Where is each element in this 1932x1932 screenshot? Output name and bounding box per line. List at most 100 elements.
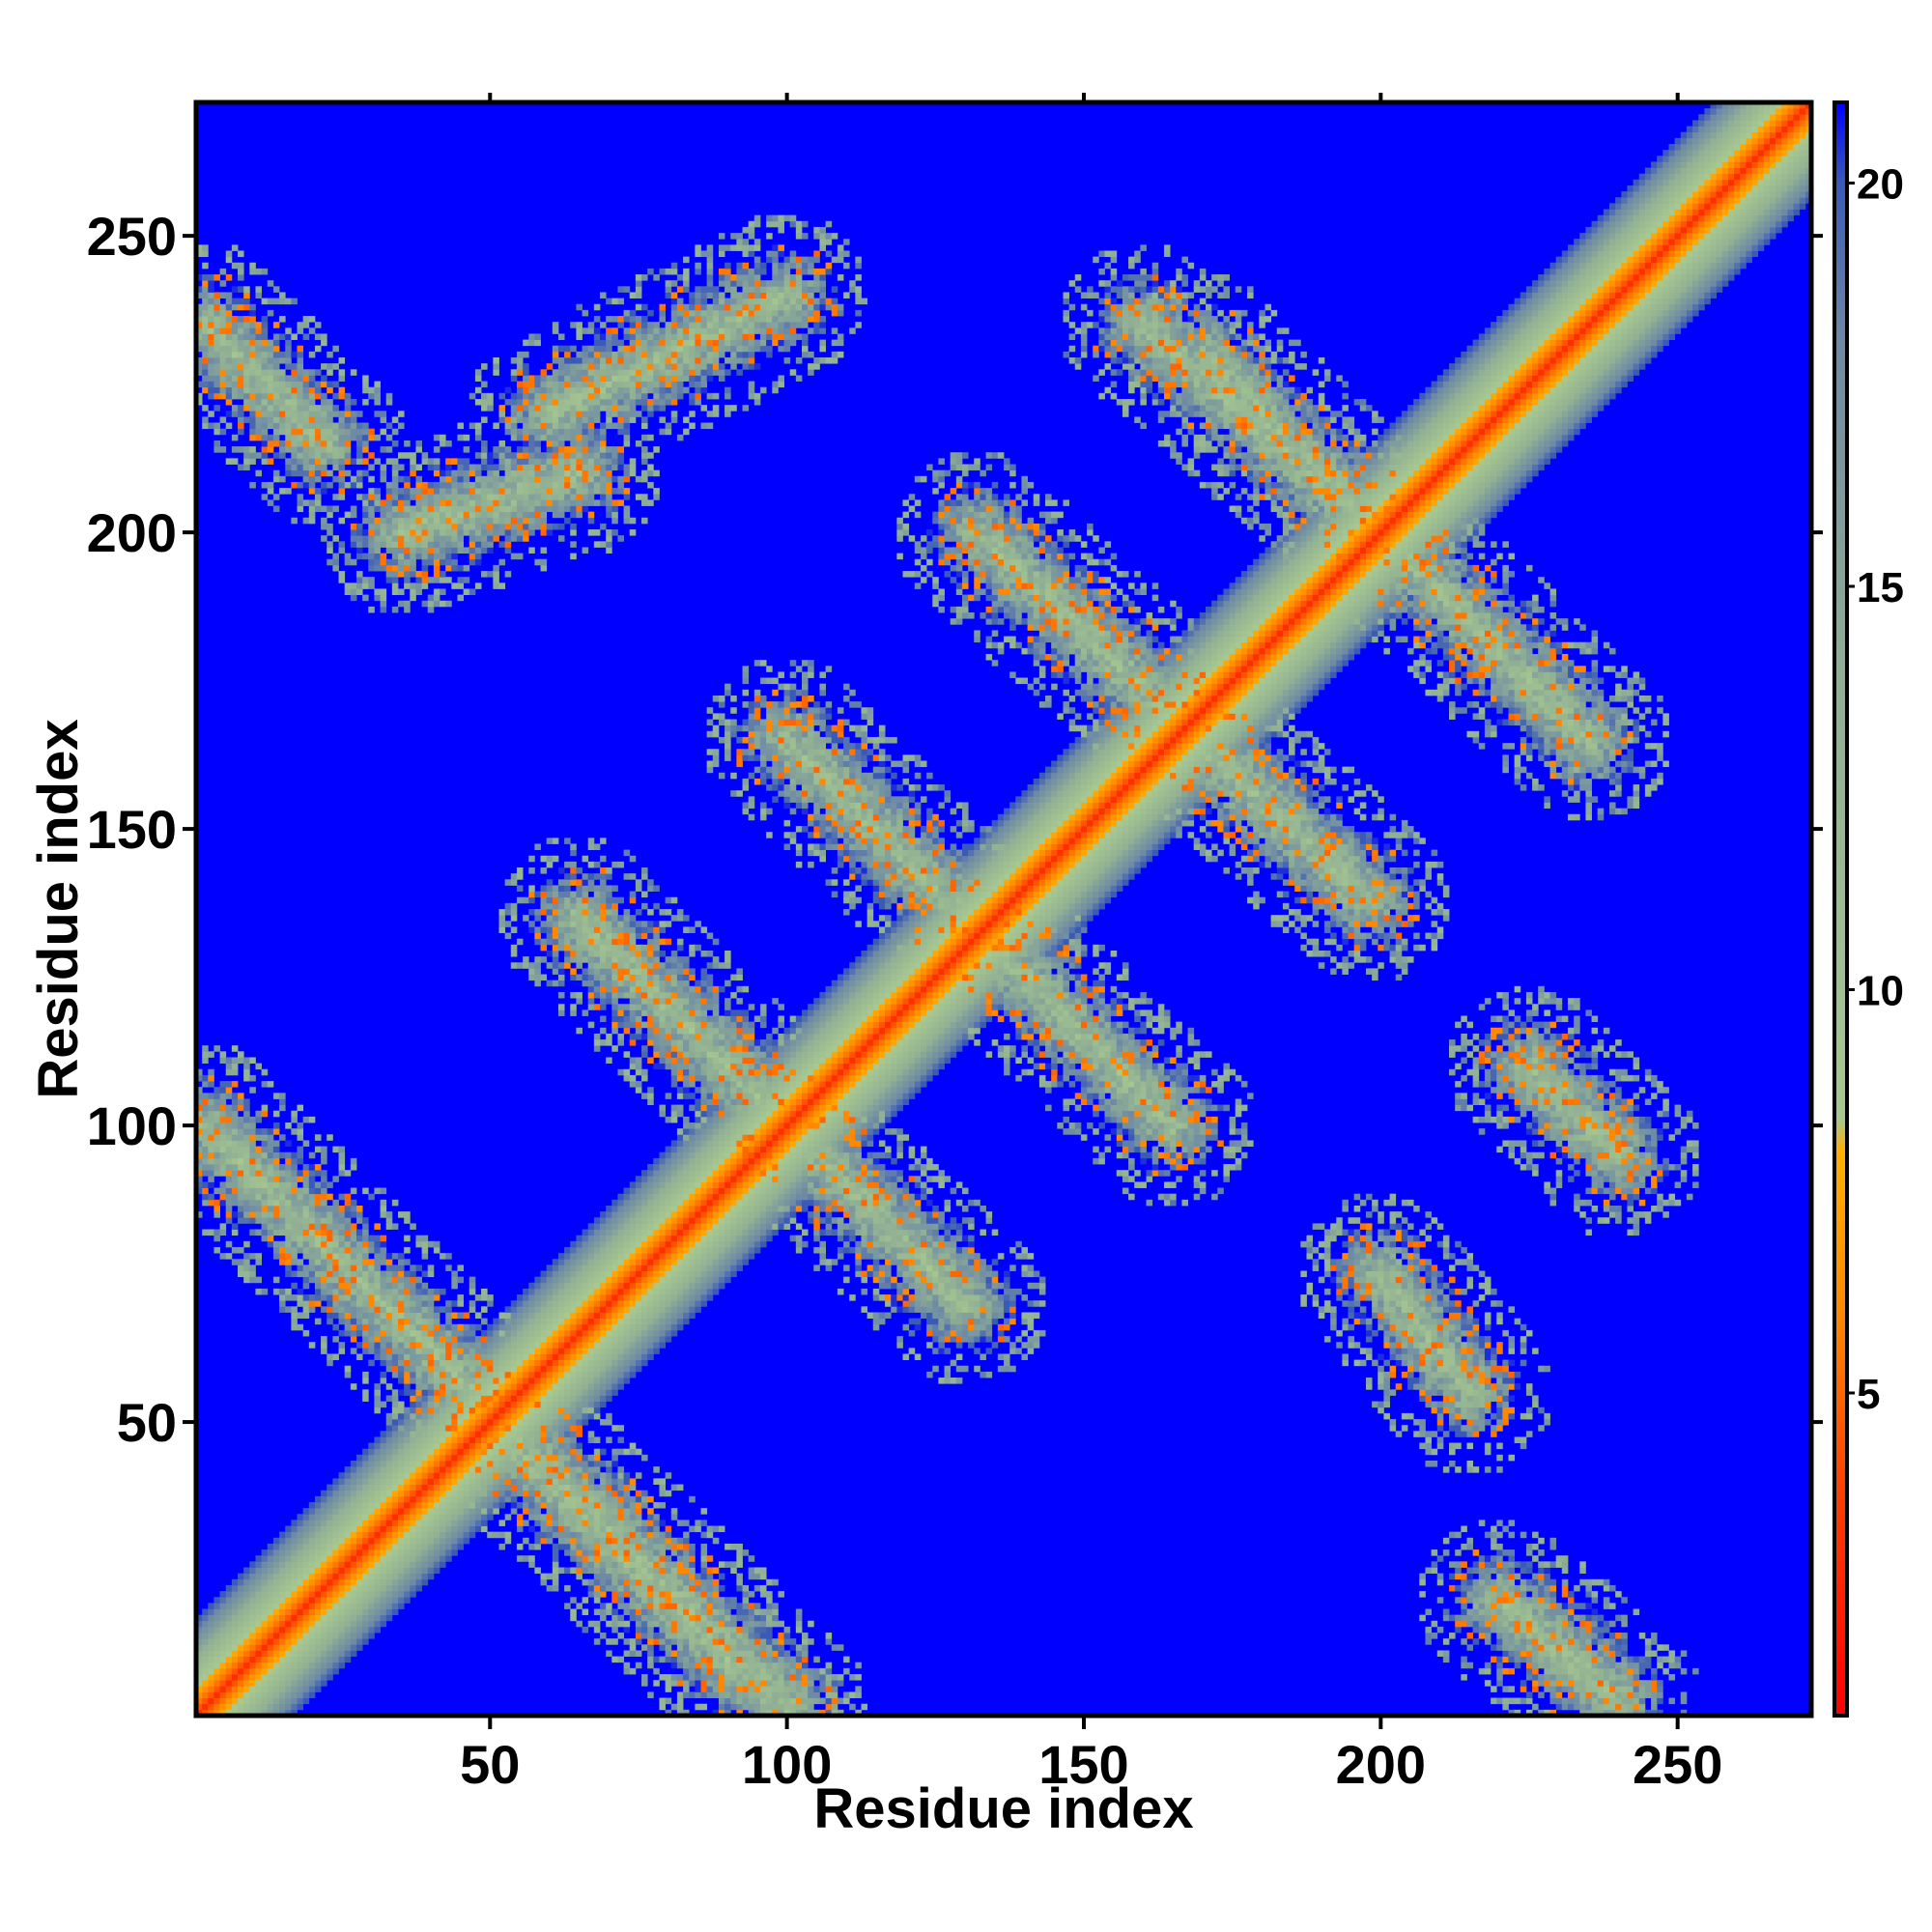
heatmap-cell <box>564 1372 571 1378</box>
heatmap-cell <box>309 1574 316 1580</box>
heatmap-cell <box>736 1615 749 1622</box>
heatmap-cell <box>1485 1324 1492 1331</box>
heatmap-cell <box>1585 1585 1592 1592</box>
heatmap-cell <box>1485 1378 1492 1384</box>
heatmap-cell <box>1568 1638 1575 1645</box>
heatmap-cell <box>262 1615 269 1622</box>
heatmap-cell <box>802 1657 809 1663</box>
heatmap-cell <box>410 1360 422 1367</box>
heatmap-cell <box>701 1638 708 1645</box>
heatmap-cell <box>558 1395 565 1402</box>
heatmap-cell <box>1496 1674 1503 1681</box>
heatmap-cell <box>273 1538 280 1545</box>
heatmap-cell <box>547 1366 554 1373</box>
heatmap-cell <box>600 1348 607 1354</box>
heatmap-cell <box>796 1627 803 1634</box>
heatmap-cell <box>298 1294 304 1301</box>
heatmap-cell <box>926 1300 933 1307</box>
heatmap-cell <box>374 1461 381 1467</box>
heatmap-cell <box>440 1520 446 1526</box>
heatmap-cell <box>730 1544 743 1550</box>
heatmap-cell <box>440 1425 446 1432</box>
heatmap-cell <box>1609 1633 1616 1639</box>
heatmap-cell <box>321 1674 327 1681</box>
heatmap-cell <box>392 1597 399 1604</box>
heatmap-cell <box>636 1449 642 1456</box>
heatmap-cell <box>647 1644 654 1651</box>
heatmap-cell <box>926 1342 933 1349</box>
heatmap-cell <box>760 1704 767 1711</box>
heatmap-cell <box>1449 1378 1456 1384</box>
heatmap-cell <box>255 1698 262 1705</box>
heatmap-cell <box>547 1455 559 1462</box>
heatmap-cell <box>487 1324 494 1331</box>
heatmap-cell <box>1432 1383 1438 1390</box>
heatmap-cell <box>469 1395 476 1402</box>
heatmap-cell <box>582 1360 589 1367</box>
heatmap-cell <box>1502 1395 1509 1402</box>
heatmap-cell <box>641 1627 648 1634</box>
heatmap-cell <box>992 1300 999 1307</box>
heatmap-cell <box>784 1704 791 1711</box>
heatmap-cell <box>368 1324 375 1331</box>
heatmap-cell <box>921 1294 927 1301</box>
heatmap-cell <box>564 1319 571 1325</box>
heatmap-cell <box>374 1443 381 1450</box>
heatmap-cell <box>1372 1306 1378 1313</box>
heatmap-cell <box>332 1644 339 1651</box>
heatmap-cell <box>1413 1342 1420 1349</box>
heatmap-cell <box>469 1455 476 1462</box>
heatmap-cell <box>624 1526 631 1533</box>
heatmap-cell <box>636 1508 642 1515</box>
heatmap-cell <box>1526 1568 1533 1575</box>
heatmap-cell <box>374 1472 381 1479</box>
heatmap-cell <box>434 1378 440 1384</box>
heatmap-cell <box>220 1621 227 1628</box>
heatmap-cell <box>790 1698 797 1705</box>
heatmap-cell <box>220 1650 227 1657</box>
heatmap-cell <box>749 1686 755 1692</box>
heatmap-cell <box>1461 1561 1467 1568</box>
heatmap-cell <box>1437 1360 1444 1367</box>
heatmap-cell <box>1574 1657 1580 1663</box>
heatmap-cell <box>493 1431 499 1437</box>
heatmap-cell <box>1604 1704 1616 1711</box>
heatmap-cell <box>701 1627 708 1634</box>
heatmap-cell <box>1425 1389 1432 1396</box>
heatmap-cell <box>243 1698 250 1705</box>
heatmap-cell <box>553 1449 559 1456</box>
heatmap-cell <box>339 1313 346 1320</box>
heatmap-cell <box>1432 1306 1438 1313</box>
heatmap-cell <box>351 1549 357 1556</box>
heatmap-cell <box>1609 1657 1616 1663</box>
heatmap-cell <box>445 1555 452 1562</box>
heatmap-cell <box>1491 1591 1497 1598</box>
heatmap-cell <box>238 1674 244 1681</box>
heatmap-cell <box>1544 1591 1550 1598</box>
heatmap-cell <box>386 1472 393 1479</box>
heatmap-cell <box>707 1680 714 1687</box>
heatmap-cell <box>1437 1407 1444 1414</box>
heatmap-cell <box>1526 1657 1533 1663</box>
heatmap-cell <box>434 1395 440 1402</box>
heatmap-cell <box>213 1691 220 1698</box>
heatmap-cell <box>570 1514 577 1520</box>
heatmap-cell <box>1532 1668 1539 1675</box>
heatmap-cell <box>730 1561 737 1568</box>
heatmap-cell <box>1556 1633 1563 1639</box>
heatmap-cell <box>1509 1336 1516 1343</box>
heatmap-cell <box>398 1485 405 1492</box>
heatmap-cell <box>576 1353 582 1360</box>
heatmap-cell <box>493 1336 499 1343</box>
heatmap-cell <box>541 1538 548 1545</box>
heatmap-cell <box>232 1597 239 1604</box>
heatmap-cell <box>374 1603 381 1609</box>
heatmap-cell <box>332 1544 339 1550</box>
heatmap-cell <box>499 1502 506 1509</box>
heatmap-cell <box>1592 1633 1599 1639</box>
heatmap-cell <box>1413 1353 1420 1360</box>
heatmap-cell <box>1538 1591 1545 1598</box>
heatmap-cell <box>386 1568 393 1575</box>
heatmap-cell <box>576 1324 582 1331</box>
heatmap-cell <box>381 1585 387 1592</box>
